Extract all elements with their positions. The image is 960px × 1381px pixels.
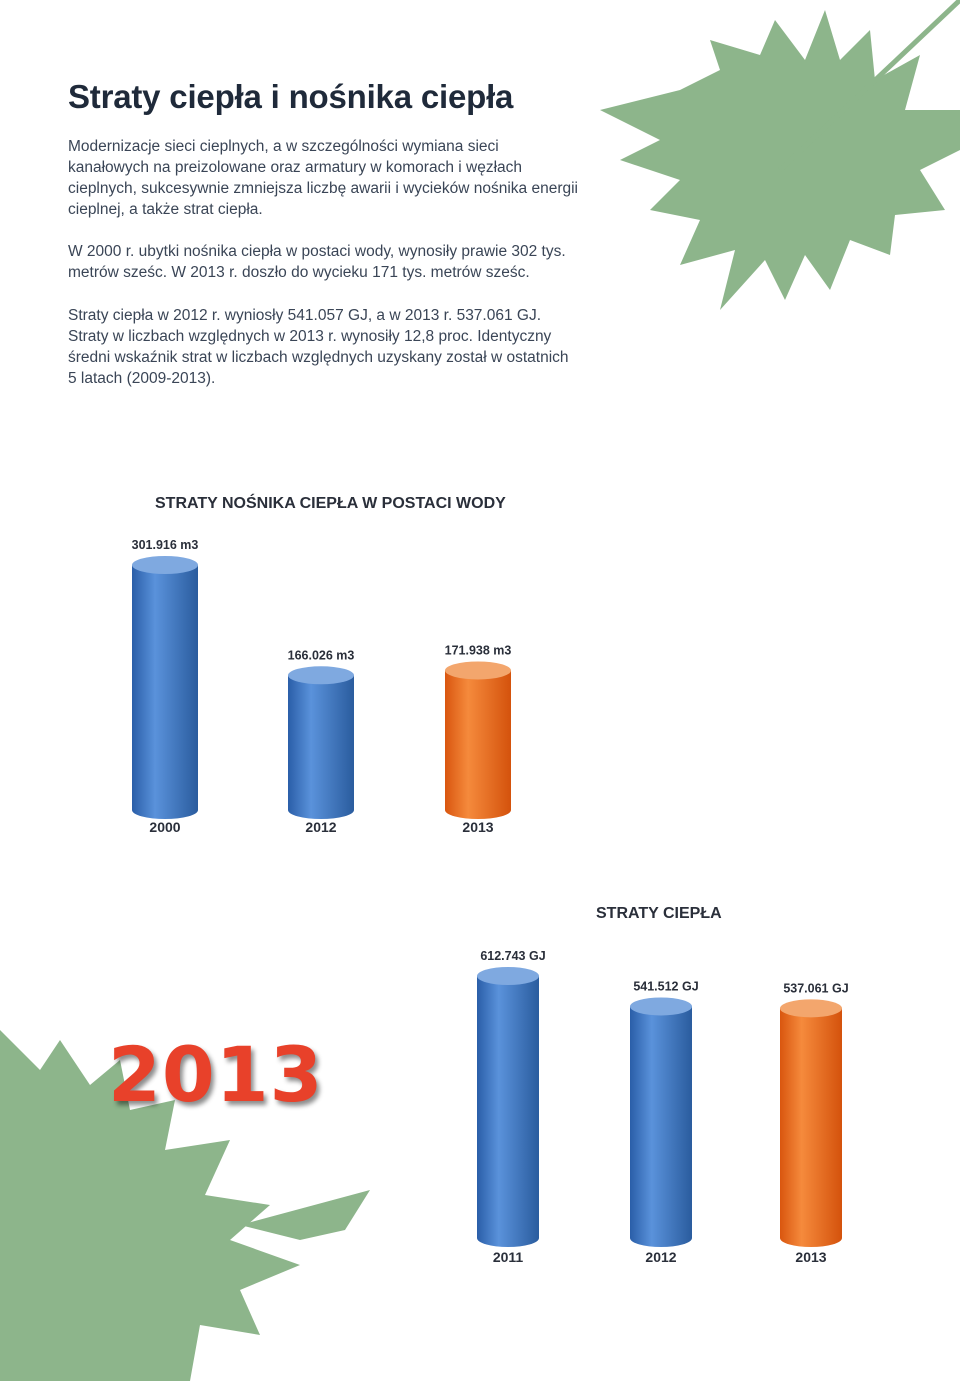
chart-category-label: 2013 xyxy=(462,819,493,835)
chart-category-label: 2012 xyxy=(645,1249,676,1265)
maple-leaf-icon xyxy=(0,1030,370,1381)
paragraph-heat-losses: Straty ciepła w 2012 r. wyniosły 541.057… xyxy=(68,307,569,387)
chart-title: STRATY NOŚNIKA CIEPŁA W POSTACI WODY xyxy=(155,493,506,512)
paragraph-modernization: Modernizacje sieci cieplnych, a w szczeg… xyxy=(68,138,578,218)
chart-bar xyxy=(477,967,539,1247)
chart-bar xyxy=(132,556,198,819)
chart-bar xyxy=(630,997,692,1247)
maple-leaf-icon xyxy=(600,0,960,310)
chart-category-label: 2012 xyxy=(305,819,336,835)
page-title: Straty ciepła i nośnika ciepła xyxy=(68,78,514,115)
big-year-label: 2013 xyxy=(108,1030,324,1119)
chart-category-label: 2000 xyxy=(149,819,180,835)
chart-value-label: 541.512 GJ xyxy=(633,979,698,993)
chart-bar xyxy=(445,661,511,819)
chart-value-label: 166.026 m3 xyxy=(288,648,355,662)
chart-bar xyxy=(780,999,842,1247)
chart-value-label: 612.743 GJ xyxy=(480,949,545,963)
chart-title: STRATY CIEPŁA xyxy=(596,905,722,922)
paragraph-water-losses: W 2000 r. ubytki nośnika ciepła w postac… xyxy=(68,243,566,281)
chart-category-label: 2011 xyxy=(493,1249,524,1265)
chart-value-label: 537.061 GJ xyxy=(783,981,848,995)
heat-loss-chart: STRATY CIEPŁA 612.743 GJ 2011 541.512 GJ 20… xyxy=(477,905,849,1265)
water-loss-chart: STRATY NOŚNIKA CIEPŁA W POSTACI WODY 301… xyxy=(132,493,512,835)
chart-value-label: 301.916 m3 xyxy=(132,538,199,552)
chart-value-label: 171.938 m3 xyxy=(445,643,512,657)
chart-category-label: 2013 xyxy=(795,1249,826,1265)
chart-bar xyxy=(288,666,354,819)
